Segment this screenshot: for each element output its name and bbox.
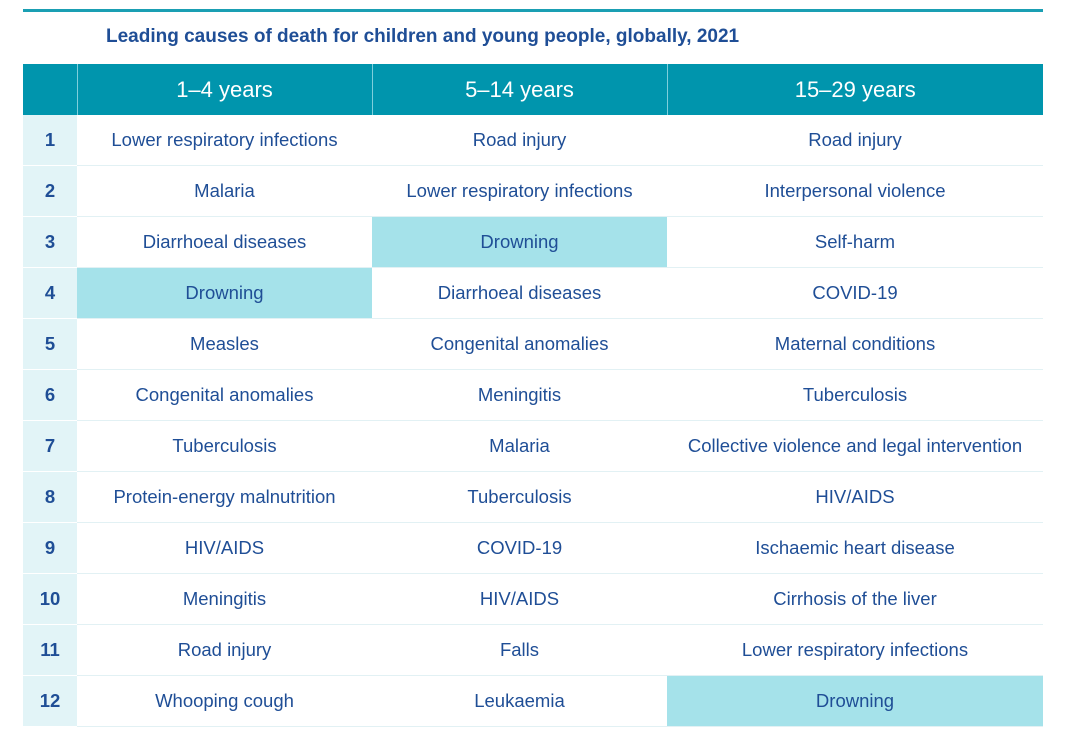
table-row: 11 Road injury Falls Lower respiratory infe… <box>23 624 1043 676</box>
cause-cell-5-14: Lower respiratory infections <box>372 165 667 217</box>
cause-cell-5-14: Diarrhoeal diseases <box>372 267 667 319</box>
causes-table: 1–4 years 5–14 years 15–29 years 1 Lower … <box>23 64 1043 727</box>
cause-cell-5-14: Congenital anomalies <box>372 318 667 370</box>
cause-cell-5-14: Road injury <box>372 115 667 166</box>
cause-cell-1-4: HIV/AIDS <box>77 522 372 574</box>
cause-cell-5-14: Malaria <box>372 420 667 472</box>
cause-cell-1-4: Drowning <box>77 267 372 319</box>
cause-cell-15-29: Road injury <box>667 115 1043 166</box>
cause-cell-15-29: Ischaemic heart disease <box>667 522 1043 574</box>
table-body: 1 Lower respiratory infections Road injury… <box>23 115 1043 727</box>
cause-cell-15-29: Tuberculosis <box>667 369 1043 421</box>
table-row: 6 Congenital anomalies Meningitis Tuberculo… <box>23 369 1043 421</box>
cause-cell-5-14: Tuberculosis <box>372 471 667 523</box>
cause-cell-1-4: Whooping cough <box>77 675 372 727</box>
cause-cell-15-29: Lower respiratory infections <box>667 624 1043 676</box>
table-row: 5 Measles Congenital anomalies Maternal con… <box>23 318 1043 370</box>
cause-cell-15-29: Self-harm <box>667 216 1043 268</box>
rank-cell: 5 <box>23 318 77 370</box>
cause-cell-15-29: Maternal conditions <box>667 318 1043 370</box>
cause-cell-5-14: Leukaemia <box>372 675 667 727</box>
cause-cell-15-29: Collective violence and legal interventi… <box>667 420 1043 472</box>
header-row: 1–4 years 5–14 years 15–29 years <box>23 64 1043 115</box>
rank-cell: 12 <box>23 675 77 727</box>
cause-cell-15-29: Cirrhosis of the liver <box>667 573 1043 625</box>
cause-cell-1-4: Congenital anomalies <box>77 369 372 421</box>
cause-cell-1-4: Road injury <box>77 624 372 676</box>
table-row: 10 Meningitis HIV/AIDS Cirrhosis of the liv… <box>23 573 1043 625</box>
rank-cell: 11 <box>23 624 77 676</box>
cause-cell-15-29: Drowning <box>667 675 1043 727</box>
rank-cell: 8 <box>23 471 77 523</box>
rank-cell: 10 <box>23 573 77 625</box>
table-row: 1 Lower respiratory infections Road injury… <box>23 115 1043 166</box>
rank-cell: 6 <box>23 369 77 421</box>
table-title: Leading causes of death for children and… <box>106 26 740 47</box>
rank-cell: 9 <box>23 522 77 574</box>
cause-cell-15-29: HIV/AIDS <box>667 471 1043 523</box>
rank-cell: 3 <box>23 216 77 268</box>
cause-cell-1-4: Lower respiratory infections <box>77 115 372 166</box>
header-5-14-years: 5–14 years <box>371 64 667 115</box>
table-row: 8 Protein-energy malnutrition Tuberculosis… <box>23 471 1043 523</box>
cause-cell-1-4: Tuberculosis <box>77 420 372 472</box>
cause-cell-5-14: HIV/AIDS <box>372 573 667 625</box>
cause-cell-1-4: Malaria <box>77 165 372 217</box>
header-15-29-years: 15–29 years <box>666 64 1043 115</box>
cause-cell-1-4: Meningitis <box>77 573 372 625</box>
cause-cell-15-29: COVID-19 <box>667 267 1043 319</box>
rank-cell: 7 <box>23 420 77 472</box>
table-row: 3 Diarrhoeal diseases Drowning Self-harm <box>23 216 1043 268</box>
rank-cell: 4 <box>23 267 77 319</box>
header-rank <box>23 64 77 115</box>
cause-cell-5-14: Meningitis <box>372 369 667 421</box>
table-row: 9 HIV/AIDS COVID-19 Ischaemic heart disease <box>23 522 1043 574</box>
cause-cell-5-14: COVID-19 <box>372 522 667 574</box>
cause-cell-1-4: Measles <box>77 318 372 370</box>
top-rule <box>23 9 1043 12</box>
table-row: 4 Drowning Diarrhoeal diseases COVID-19 <box>23 267 1043 319</box>
cause-cell-5-14: Falls <box>372 624 667 676</box>
cause-cell-1-4: Protein-energy malnutrition <box>77 471 372 523</box>
table-row: 2 Malaria Lower respiratory infections Inte… <box>23 165 1043 217</box>
rank-cell: 1 <box>23 115 77 166</box>
header-1-4-years: 1–4 years <box>76 64 372 115</box>
rank-cell: 2 <box>23 165 77 217</box>
cause-cell-1-4: Diarrhoeal diseases <box>77 216 372 268</box>
table-row: 7 Tuberculosis Malaria Collective violence … <box>23 420 1043 472</box>
cause-cell-5-14: Drowning <box>372 216 667 268</box>
table-row: 12 Whooping cough Leukaemia Drowning <box>23 675 1043 727</box>
cause-cell-15-29: Interpersonal violence <box>667 165 1043 217</box>
